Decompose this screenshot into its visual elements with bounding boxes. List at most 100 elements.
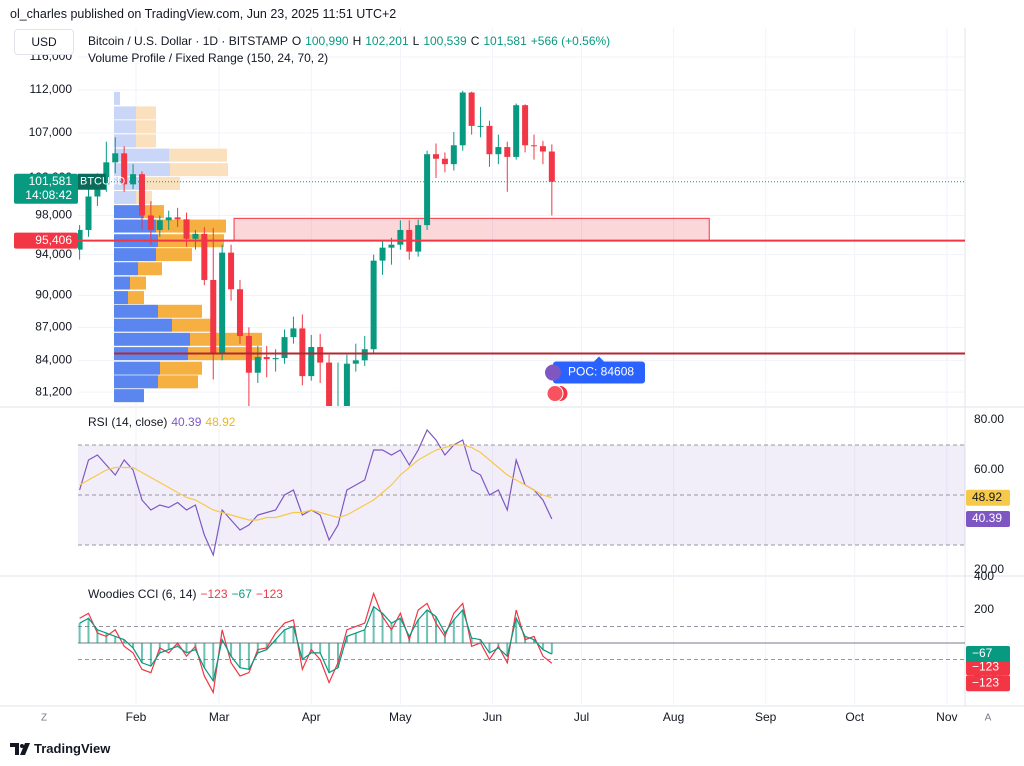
candle-body <box>85 196 92 230</box>
candle-body <box>504 147 511 157</box>
volume-down <box>128 291 144 305</box>
volume-up <box>114 91 120 105</box>
event-icon <box>545 364 561 381</box>
volume-up <box>114 163 170 177</box>
volume-up <box>114 106 136 120</box>
candle-body <box>450 145 457 165</box>
footer: TradingView <box>10 741 110 756</box>
candle-body <box>477 125 484 127</box>
candle-body <box>121 153 128 185</box>
ohlc-value: 102,201 <box>365 34 409 48</box>
candle-body <box>281 337 288 359</box>
candle-body <box>272 358 279 360</box>
series-line <box>79 444 553 521</box>
last-value-bg <box>966 489 1010 506</box>
candle-body <box>236 289 243 337</box>
volume-down <box>136 134 156 148</box>
volume-up <box>114 205 144 219</box>
candle-body <box>299 328 306 377</box>
candle-body <box>495 147 502 155</box>
volume-down <box>169 148 227 162</box>
volume-down <box>170 163 228 177</box>
volume-down <box>144 205 164 219</box>
candle-body <box>326 362 333 406</box>
volume-up <box>114 318 172 332</box>
symbol-label: BTCUSD <box>80 176 125 188</box>
candle-body <box>379 247 386 261</box>
volume-up <box>114 361 160 375</box>
candle-body <box>112 153 119 163</box>
candle-body <box>388 244 395 248</box>
last-value-label: 48.92 <box>972 490 1002 504</box>
candle-body <box>343 363 350 406</box>
indicator-pane <box>78 428 965 557</box>
volume-down <box>144 176 180 190</box>
symbol: Bitcoin / U.S. Dollar · 1D · BITSTAMP <box>88 34 288 48</box>
candle-body <box>370 260 377 350</box>
volume-down <box>136 120 156 134</box>
volume-down <box>160 361 202 375</box>
volume-up <box>114 262 138 276</box>
cci-title: Woodies CCI (6, 14) <box>88 587 197 601</box>
candle-body <box>531 145 538 147</box>
level-label-bg <box>14 232 78 249</box>
poc-pointer <box>593 356 605 363</box>
candle-body <box>433 154 439 159</box>
candle-body <box>174 217 181 220</box>
x-tick-label: Jun <box>483 710 502 724</box>
x-tick-label: Sep <box>755 710 777 724</box>
candle-body <box>459 92 466 146</box>
control-button[interactable]: A <box>985 713 992 724</box>
candle-body <box>397 229 404 245</box>
ohlc-key: H <box>352 34 362 48</box>
last-price-bg <box>14 173 78 204</box>
candle-body <box>539 146 546 152</box>
last-price-label: 101,581 <box>29 174 73 188</box>
candle-body <box>548 151 555 182</box>
candle-body <box>522 105 529 146</box>
publish-line: ol_charles published on TradingView.com,… <box>10 7 396 21</box>
candle-body <box>183 219 190 239</box>
last-value-bg <box>966 675 1010 692</box>
x-tick-label: Feb <box>126 710 147 724</box>
candle-body <box>201 233 208 280</box>
volume-down <box>138 262 162 276</box>
y-tick-label: 112,000 <box>30 82 73 96</box>
x-tick-label: Jul <box>574 710 589 724</box>
logo <box>10 742 30 755</box>
control-button[interactable]: Z <box>41 713 47 724</box>
y-tick-label: 107,000 <box>29 125 73 139</box>
y-tick-label: 400 <box>974 569 994 583</box>
volume-up <box>114 276 130 290</box>
rsi-ma-value: 48.92 <box>205 415 236 429</box>
candle-body <box>138 174 145 216</box>
ohlc-value: 101,581 <box>483 34 527 48</box>
ohlc-value: 100,990 <box>305 34 349 48</box>
y-tick-label: 98,000 <box>35 208 72 222</box>
volume-down <box>156 248 192 262</box>
last-value-label: −67 <box>972 646 993 660</box>
candle-body <box>468 92 475 126</box>
symbol-bg <box>78 173 106 190</box>
y-tick-label: 84,000 <box>35 352 72 366</box>
candle-body <box>254 356 261 373</box>
candle-body <box>147 215 154 230</box>
volume-up <box>114 219 156 233</box>
x-tick-label: Oct <box>845 710 864 724</box>
volume-up <box>114 304 158 318</box>
indicator: Volume Profile / Fixed Range (150, 24, 7… <box>88 51 329 65</box>
last-value-bg <box>966 646 1010 663</box>
series-line <box>79 591 553 695</box>
x-tick-label: Mar <box>209 710 230 724</box>
volume-up <box>114 148 169 162</box>
poc-label: POC: 84608 <box>568 365 634 379</box>
event-icon <box>546 385 564 403</box>
currency-button[interactable]: USD <box>14 29 74 55</box>
volume-up <box>114 332 190 346</box>
volume-down <box>190 332 262 346</box>
x-tick-label: Apr <box>302 710 321 724</box>
cci-legend: Woodies CCI (6, 14) −123 −67 −123 <box>88 587 283 601</box>
candle-body <box>263 356 270 360</box>
published: ol_charles published on TradingView.com,… <box>10 7 397 21</box>
